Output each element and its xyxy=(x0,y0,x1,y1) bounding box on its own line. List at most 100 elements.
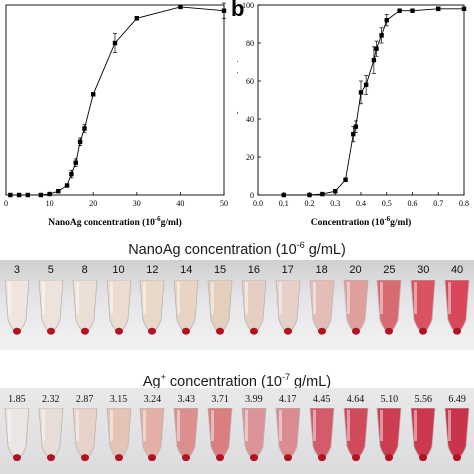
rbc-pellet xyxy=(419,454,428,462)
test-tube xyxy=(410,408,436,462)
x-tick-label: 0.1 xyxy=(279,199,289,208)
tube-highlight xyxy=(414,282,418,314)
rbc-pellet xyxy=(385,327,394,335)
rbc-pellet xyxy=(114,327,123,335)
tube-label: 25 xyxy=(383,264,396,276)
test-tube xyxy=(139,280,165,335)
test-tube xyxy=(38,280,64,335)
tube-highlight xyxy=(109,282,113,314)
tube-label: 5.56 xyxy=(414,394,432,405)
x-tick-label: 40 xyxy=(176,199,184,208)
tube-highlight xyxy=(312,410,316,441)
tube-highlight xyxy=(143,410,147,441)
tube-highlight xyxy=(380,410,384,441)
test-tube xyxy=(207,280,233,335)
rbc-pellet xyxy=(80,454,89,462)
test-tube xyxy=(241,280,267,335)
photo2-title-sup: + xyxy=(160,372,166,382)
data-point xyxy=(379,33,384,38)
x-tick-label: 0 xyxy=(4,199,8,208)
tube-label: 5 xyxy=(47,264,54,276)
series-line xyxy=(10,6,225,196)
data-point xyxy=(307,192,312,198)
tube-label: 12 xyxy=(146,264,159,276)
data-point xyxy=(56,189,61,194)
x-tick-label: 0.8 xyxy=(459,199,469,208)
data-point xyxy=(16,192,22,198)
photo2-title-sup2: -7 xyxy=(281,372,290,382)
rbc-pellet xyxy=(453,454,462,462)
data-point xyxy=(64,183,70,188)
x-tick-label: 0.7 xyxy=(433,199,443,208)
data-point xyxy=(69,171,74,177)
tube-highlight xyxy=(448,282,452,314)
y-tick-label: 60 xyxy=(246,77,254,86)
tube-label: 4.45 xyxy=(312,394,331,405)
test-tube xyxy=(444,280,470,335)
data-point xyxy=(363,82,369,87)
tube-label: 3.15 xyxy=(109,394,128,405)
rbc-pellet xyxy=(182,327,191,335)
tube-highlight xyxy=(7,282,11,314)
tube-label: 2.32 xyxy=(42,394,60,405)
rbc-pellet xyxy=(317,327,326,335)
rbc-pellet xyxy=(12,327,21,335)
series-line xyxy=(283,8,464,196)
test-tube xyxy=(173,280,199,335)
test-tube xyxy=(38,408,64,462)
tube-highlight xyxy=(143,282,147,314)
x-tick-label: 0.0 xyxy=(253,199,263,208)
tube-label: 16 xyxy=(247,264,261,276)
rbc-pellet xyxy=(317,454,326,462)
rbc-pellet xyxy=(351,454,360,462)
test-tube xyxy=(173,408,199,462)
x-tick-label: 0.6 xyxy=(408,199,418,208)
data-point xyxy=(8,192,13,198)
data-point xyxy=(410,8,415,13)
tube-highlight xyxy=(75,282,79,314)
rbc-pellet xyxy=(249,327,258,335)
rbc-pellet xyxy=(419,327,428,335)
x-tick-label: 0.4 xyxy=(356,199,366,208)
data-point xyxy=(320,191,325,197)
tube-highlight xyxy=(312,282,316,314)
nanoag-tube-photo: 3 5 8 10 12 14 15 16 17 18 20 25 30 40 xyxy=(0,260,474,350)
tube-label: 17 xyxy=(281,264,294,276)
test-tube xyxy=(309,280,335,335)
rbc-pellet xyxy=(148,454,157,462)
rbc-pellet xyxy=(216,327,225,335)
tube-label: 4.17 xyxy=(279,394,297,405)
plot-frame xyxy=(5,4,225,196)
x-tick-label: 20 xyxy=(89,199,97,208)
data-point xyxy=(374,46,379,51)
rbc-pellet xyxy=(114,454,123,462)
data-point xyxy=(461,6,467,11)
chart-panel-b: 0.0 0.1 0.2 0.3 0.4 0.5 0.6 0.7 0.8 0 20 40 60 80 100 C… xyxy=(237,1,469,228)
tube-label: 8 xyxy=(81,264,88,276)
test-tube xyxy=(376,408,402,462)
tube-label: 30 xyxy=(417,264,430,276)
test-tube xyxy=(4,280,30,335)
y-axis-title: Hemolysis ratio (%) xyxy=(237,59,239,141)
photo2-title-tail2: g/mL) xyxy=(290,373,332,390)
tube-highlight xyxy=(380,282,384,314)
tube-label: 10 xyxy=(112,264,125,276)
chart-panel-a: 0 10 20 30 40 50 NanoAg concentration (10-6g/m… xyxy=(4,2,228,228)
photo1-title-sup: -6 xyxy=(296,240,305,250)
tube-highlight xyxy=(278,282,282,314)
tube-label: 14 xyxy=(180,264,193,276)
x-axis-title: NanoAg concentration (10-6g/ml) xyxy=(48,215,182,228)
tube-highlight xyxy=(244,282,248,314)
test-tube xyxy=(72,280,98,335)
data-point xyxy=(371,57,377,63)
x-axis-title: Concentration (10-6g/ml) xyxy=(311,215,412,228)
data-point xyxy=(112,40,118,46)
tube-highlight xyxy=(346,410,350,441)
data-point xyxy=(134,16,139,21)
tube-highlight xyxy=(109,410,113,441)
test-tube xyxy=(72,408,98,462)
test-tube xyxy=(376,280,402,335)
data-point xyxy=(281,192,286,198)
tube-label: 4.64 xyxy=(346,394,365,405)
rbc-pellet xyxy=(148,327,157,335)
